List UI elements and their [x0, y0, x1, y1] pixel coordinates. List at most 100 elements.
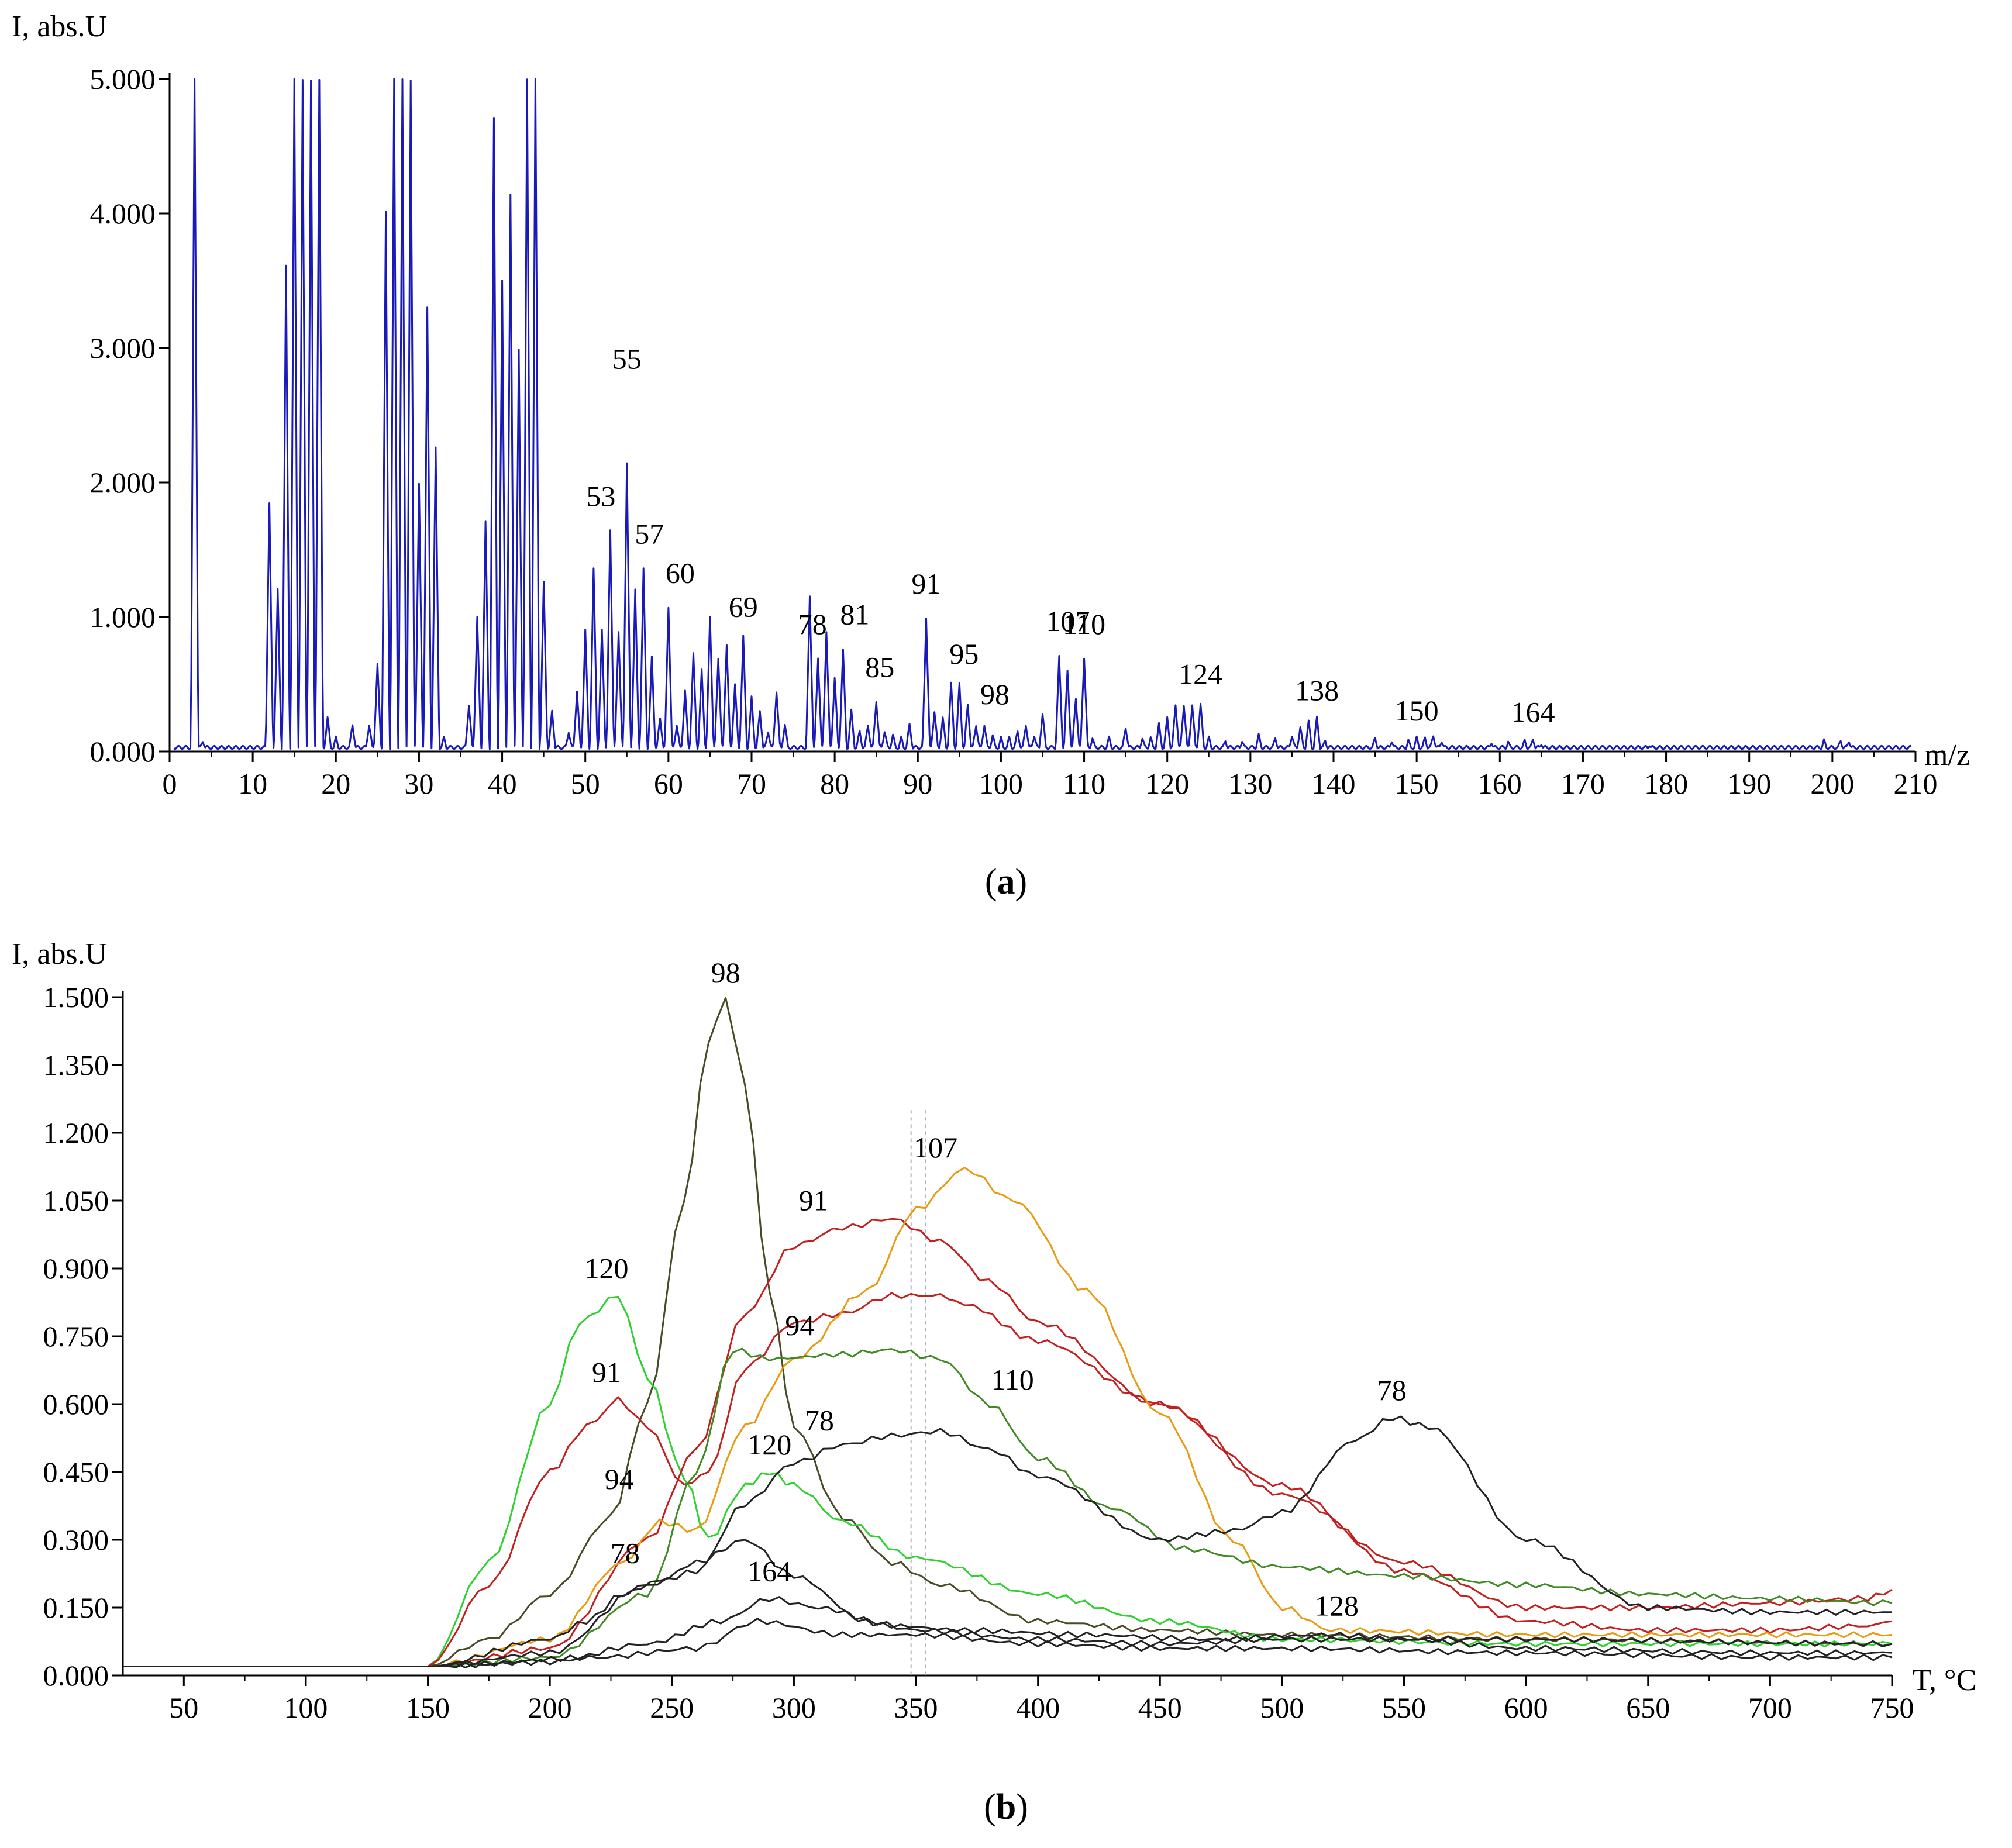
y-tick-label: 0.300 [43, 1523, 109, 1556]
series-line [123, 997, 1893, 1667]
curve-label: 107 [914, 1131, 957, 1164]
x-tick-label: 50 [571, 767, 600, 800]
peak-label: 98 [980, 678, 1010, 711]
y-tick-label: 0.000 [43, 1659, 109, 1692]
x-tick-label: 450 [1138, 1691, 1182, 1724]
x-tick-label: 300 [772, 1691, 816, 1724]
y-tick-label: 5.000 [90, 63, 156, 95]
curve-label: 91 [592, 1356, 621, 1388]
x-tick-label: 30 [404, 767, 433, 800]
x-tick-label: 150 [406, 1691, 450, 1724]
peak-label: 55 [612, 343, 642, 375]
y-tick-label: 1.500 [43, 981, 109, 1013]
axes-a: 0 10 20 30 40 50 60 70 80 90 100 110 120 130 140 150 160… [90, 63, 1938, 800]
x-tick-label: 80 [820, 767, 849, 800]
curve-label: 120 [747, 1428, 791, 1461]
x-tick-label: 600 [1504, 1691, 1548, 1724]
y-tick-label: 0.900 [43, 1252, 109, 1285]
x-tick-label: 10 [238, 767, 267, 800]
x-tick-label: 250 [650, 1691, 694, 1724]
x-tick-label: 210 [1894, 767, 1938, 800]
peak-label: 85 [865, 651, 894, 684]
series-line [123, 1295, 1893, 1667]
peak-label: 124 [1179, 658, 1222, 691]
y-tick-label: 3.000 [90, 332, 156, 364]
peak-label: 110 [1063, 608, 1105, 640]
spectrum-series [173, 78, 1912, 750]
x-tick-label: 200 [528, 1691, 572, 1724]
x-tick-label: 550 [1382, 1691, 1426, 1724]
y-tick-label: 0.450 [43, 1456, 109, 1488]
x-tick-label: 60 [654, 767, 683, 800]
x-tick-label: 140 [1312, 767, 1356, 800]
y-tick-label: 0.000 [90, 735, 156, 768]
y-tick-label: 1.200 [43, 1116, 109, 1149]
x-tick-label: 160 [1478, 767, 1522, 800]
y-tick-label: 1.050 [43, 1184, 109, 1217]
peak-label: 150 [1395, 694, 1439, 727]
peak-label: 138 [1295, 674, 1339, 707]
peak-label: 78 [798, 608, 827, 640]
curve-label: 164 [747, 1555, 791, 1588]
x-tick-label: 90 [903, 767, 932, 800]
x-tick-label: 150 [1395, 767, 1439, 800]
x-tick-label: 100 [979, 767, 1023, 800]
curve-label: 78 [1377, 1374, 1407, 1406]
series-line [123, 1618, 1893, 1668]
series-line [123, 1596, 1893, 1668]
thermal-profile-chart: I, abs.U T, °C 50 100 150 200 250 300 350 400 45… [12, 937, 1976, 1724]
mass-spectrum-chart: I, abs.U m/z 0 10 20 30 40 50 60 70 80 90 100 110 12… [12, 10, 1970, 800]
x-tick-label: 750 [1870, 1691, 1914, 1724]
xlabel-a: m/z [1924, 739, 1970, 772]
curve-label: 94 [605, 1463, 634, 1495]
y-tick-label: 4.000 [90, 197, 156, 230]
x-tick-label: 200 [1810, 767, 1854, 800]
curve-label: 78 [805, 1404, 834, 1437]
x-tick-label: 40 [488, 767, 517, 800]
curve-label: 98 [711, 956, 740, 989]
peak-label: 91 [912, 567, 941, 600]
spectrum-line [173, 78, 1912, 750]
x-tick-label: 500 [1260, 1691, 1304, 1724]
peak-label: 69 [729, 591, 758, 623]
peak-label: 81 [840, 598, 869, 631]
ylabel-a: I, abs.U [12, 10, 107, 43]
y-tick-label: 1.350 [43, 1049, 109, 1081]
x-tick-label: 70 [737, 767, 766, 800]
x-tick-label: 700 [1748, 1691, 1792, 1724]
y-tick-label: 0.600 [43, 1388, 109, 1421]
curve-label: 120 [585, 1251, 629, 1284]
x-tick-label: 130 [1228, 767, 1272, 800]
curve-label: 110 [991, 1363, 1034, 1396]
x-tick-label: 110 [1063, 767, 1105, 800]
peak-label: 57 [635, 518, 664, 550]
panel-caption-b: (b) [984, 1787, 1028, 1827]
series-line [123, 1218, 1893, 1667]
y-tick-label: 2.000 [90, 466, 156, 499]
x-tick-label: 400 [1016, 1691, 1060, 1724]
peak-label: 53 [586, 480, 615, 513]
x-tick-label: 100 [284, 1691, 328, 1724]
series-line [123, 1292, 1893, 1667]
x-tick-label: 170 [1561, 767, 1605, 800]
x-tick-label: 180 [1644, 767, 1688, 800]
series-line [123, 1347, 1893, 1667]
axes-b: 50 100 150 200 250 300 350 400 450 500 550 600 650 70… [43, 981, 1914, 1724]
x-tick-label: 20 [321, 767, 350, 800]
curve-label: 128 [1315, 1590, 1359, 1622]
curve-label: 94 [785, 1309, 814, 1342]
peak-label: 60 [666, 557, 695, 589]
ylabel-b: I, abs.U [12, 937, 107, 971]
y-tick-label: 1.000 [90, 601, 156, 633]
peak-label: 164 [1511, 695, 1555, 728]
x-tick-label: 0 [163, 767, 177, 800]
curve-labels-b: 98 120 91 94 78 107 91 94 110 78 120 164 78 128 [585, 956, 1407, 1622]
y-tick-label: 0.150 [43, 1591, 109, 1624]
temperature-series [123, 997, 1893, 1675]
x-tick-label: 190 [1727, 767, 1771, 800]
y-tick-label: 0.750 [43, 1320, 109, 1353]
curve-label: 91 [799, 1184, 828, 1216]
curve-label: 78 [611, 1537, 640, 1570]
